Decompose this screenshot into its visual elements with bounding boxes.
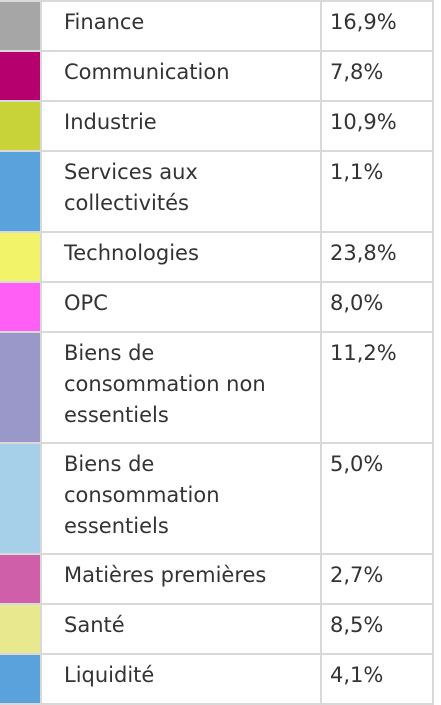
color-swatch <box>0 555 40 603</box>
sector-label: Biens de consommation non essentiels <box>40 331 322 444</box>
swatch-cell <box>0 281 41 333</box>
table-row: Technologies 23,8% <box>0 231 434 283</box>
table-row: Liquidité 4,1% <box>0 653 434 705</box>
sector-value: 11,2% <box>320 331 434 444</box>
sector-label: Technologies <box>40 231 322 283</box>
swatch-cell <box>0 0 41 52</box>
color-swatch <box>0 655 40 703</box>
swatch-cell <box>0 442 41 555</box>
sector-label: Liquidité <box>40 653 322 705</box>
color-swatch <box>0 52 40 100</box>
sector-value: 23,8% <box>320 231 434 283</box>
swatch-cell <box>0 100 41 152</box>
table-row: Communication 7,8% <box>0 50 434 102</box>
sector-value: 5,0% <box>320 442 434 555</box>
sector-value: 4,1% <box>320 653 434 705</box>
table-row: Industrie 10,9% <box>0 100 434 152</box>
color-swatch <box>0 152 40 231</box>
color-swatch <box>0 102 40 150</box>
table-row: Santé 8,5% <box>0 603 434 655</box>
sector-label: Biens de consommation essentiels <box>40 442 322 555</box>
swatch-cell <box>0 231 41 283</box>
sector-value: 10,9% <box>320 100 434 152</box>
color-swatch <box>0 605 40 653</box>
sector-value: 8,5% <box>320 603 434 655</box>
swatch-cell <box>0 553 41 605</box>
table-row: Biens de consommation non essentiels 11,2… <box>0 331 434 444</box>
table-row: Biens de consommation essentiels 5,0% <box>0 442 434 555</box>
swatch-cell <box>0 653 41 705</box>
sector-value: 2,7% <box>320 553 434 605</box>
sector-label: Matières premières <box>40 553 322 605</box>
swatch-cell <box>0 150 41 233</box>
table-row: Finance 16,9% <box>0 0 434 52</box>
swatch-cell <box>0 50 41 102</box>
sector-label: Communication <box>40 50 322 102</box>
table-row: Matières premières 2,7% <box>0 553 434 605</box>
color-swatch <box>0 233 40 281</box>
sector-label: Santé <box>40 603 322 655</box>
sector-label: Industrie <box>40 100 322 152</box>
color-swatch <box>0 283 40 331</box>
sector-value: 1,1% <box>320 150 434 233</box>
color-swatch <box>0 444 40 553</box>
table-row: Services aux collectivités 1,1% <box>0 150 434 233</box>
table-row: OPC 8,0% <box>0 281 434 333</box>
color-swatch <box>0 333 40 442</box>
sector-value: 16,9% <box>320 0 434 52</box>
sector-label: Finance <box>40 0 322 52</box>
swatch-cell <box>0 603 41 655</box>
sector-label: Services aux collectivités <box>40 150 322 233</box>
swatch-cell <box>0 331 41 444</box>
sector-value: 8,0% <box>320 281 434 333</box>
color-swatch <box>0 2 40 50</box>
sector-label: OPC <box>40 281 322 333</box>
sector-value: 7,8% <box>320 50 434 102</box>
